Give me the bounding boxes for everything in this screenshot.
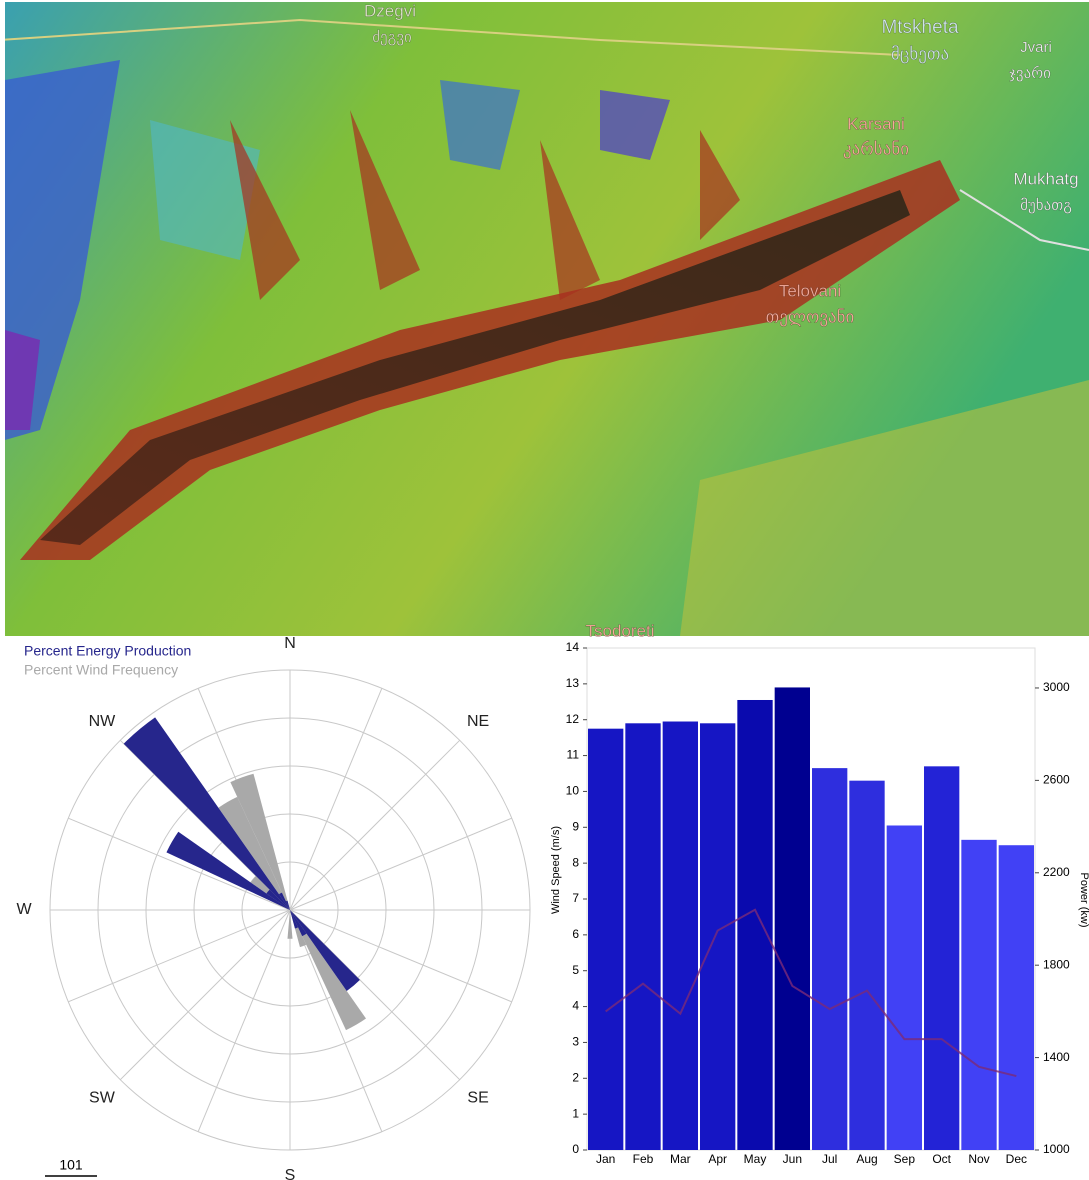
scale-label: 101	[59, 1157, 83, 1173]
map-label: თელოვანი	[766, 307, 855, 327]
map-label: Jvari	[1020, 39, 1052, 56]
y-tick-label: 13	[566, 676, 580, 690]
legend-entry: Percent Energy Production	[24, 643, 191, 659]
bar	[588, 729, 623, 1150]
x-tick-label: Aug	[856, 1152, 877, 1166]
bar	[849, 781, 884, 1150]
y-tick-label: 14	[566, 640, 580, 654]
y2-tick-label: 1400	[1043, 1050, 1070, 1064]
spoke	[290, 910, 460, 1080]
y-tick-label: 4	[572, 999, 579, 1013]
figure: Dzegvi ძეგვი Mtskheta მცხეთა Jvari ჯვარი Karsa…	[0, 0, 1089, 1180]
x-tick-label: Jul	[822, 1152, 837, 1166]
y-axis-title: Wind Speed (m/s)	[550, 826, 562, 914]
page: Dzegvi ძეგვი Mtskheta მცხეთა Jvari ჯვარი Karsa…	[0, 0, 1089, 1180]
map-label: Telovani	[779, 281, 841, 300]
y-tick-label: 6	[572, 927, 579, 941]
y-tick-label: 2	[572, 1070, 579, 1084]
x-tick-label: Nov	[968, 1152, 989, 1166]
y2-axis-title: Power (kw)	[1078, 872, 1089, 927]
y-tick-label: 11	[567, 748, 580, 762]
x-tick-label: Sep	[894, 1152, 916, 1166]
spoke	[290, 818, 512, 910]
map-label: ჯვარი	[1009, 65, 1051, 82]
y-tick-label: 5	[572, 963, 579, 977]
direction-label: NW	[89, 713, 117, 730]
x-tick-label: Mar	[670, 1152, 691, 1166]
bar	[700, 723, 735, 1150]
bar	[775, 687, 810, 1150]
y2-tick-label: 2600	[1043, 773, 1070, 787]
x-tick-label: Feb	[633, 1152, 654, 1166]
spoke	[120, 910, 290, 1080]
bar	[999, 845, 1034, 1150]
map-label: მცხეთა	[891, 44, 949, 64]
y2-tick-label: 1800	[1043, 957, 1070, 971]
map-label: Dzegvi	[364, 1, 416, 20]
bar	[924, 766, 959, 1150]
x-tick-label: Jun	[783, 1152, 802, 1166]
legend-entry: Percent Wind Frequency	[24, 662, 178, 678]
map-label: Mtskheta	[881, 17, 959, 38]
direction-label: N	[284, 635, 296, 652]
y-tick-label: 3	[572, 1035, 579, 1049]
bar	[663, 722, 698, 1150]
direction-label: SE	[467, 1089, 488, 1106]
map-label: მუხათგ	[1020, 197, 1072, 214]
y-tick-label: 8	[572, 855, 579, 869]
spoke	[290, 740, 460, 910]
map-label: Karsani	[847, 114, 905, 133]
bar	[737, 700, 772, 1150]
x-tick-label: Oct	[932, 1152, 951, 1166]
map-label: ძეგვი	[372, 29, 412, 46]
y-tick-label: 1	[572, 1106, 579, 1120]
y2-tick-label: 2200	[1043, 865, 1070, 879]
y-tick-label: 7	[572, 891, 579, 905]
y-tick-label: 9	[572, 819, 579, 833]
y-tick-label: 0	[572, 1142, 579, 1156]
x-tick-label: Jan	[596, 1152, 615, 1166]
spoke	[68, 910, 290, 1002]
spoke	[198, 910, 290, 1132]
direction-label: S	[285, 1167, 296, 1180]
x-tick-label: Apr	[708, 1152, 727, 1166]
map-label: Mukhatg	[1013, 169, 1078, 188]
direction-label: NE	[467, 713, 489, 730]
x-tick-label: Dec	[1006, 1152, 1027, 1166]
bar	[812, 768, 847, 1150]
direction-label: W	[16, 901, 32, 918]
bar	[961, 840, 996, 1150]
map-label: კარსანი	[843, 139, 909, 159]
y2-tick-label: 3000	[1043, 680, 1070, 694]
y2-tick-label: 1000	[1043, 1142, 1070, 1156]
direction-label: SW	[89, 1089, 116, 1106]
spoke	[290, 688, 382, 910]
bar	[887, 825, 922, 1150]
bar	[625, 723, 660, 1150]
map-label: Tsodoreti	[586, 621, 655, 640]
terrain-map	[0, 2, 1089, 636]
x-tick-label: May	[744, 1152, 767, 1166]
y-tick-label: 10	[566, 784, 580, 798]
y-tick-label: 12	[566, 712, 580, 726]
